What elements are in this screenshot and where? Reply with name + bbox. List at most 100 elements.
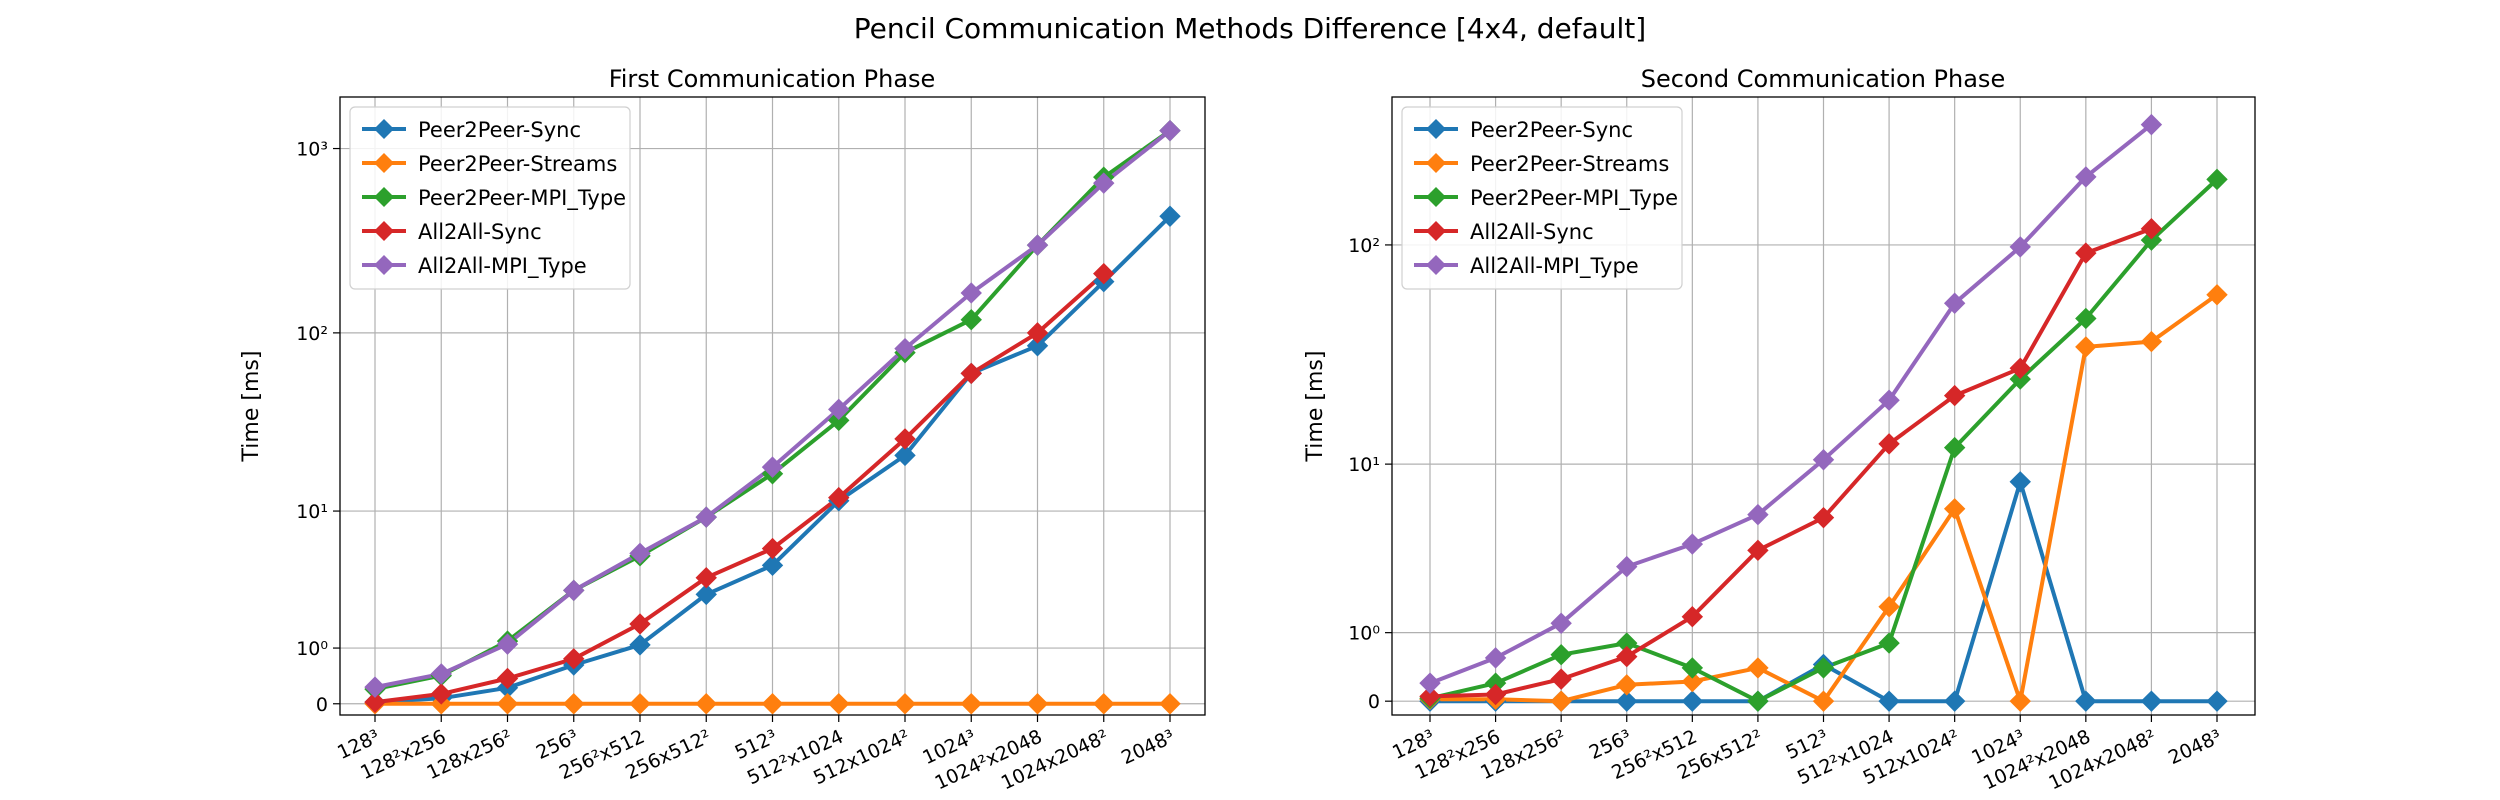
left-legend-marker-all2all-sync bbox=[374, 221, 394, 241]
right-y-tick-label: 10⁰ bbox=[1348, 623, 1380, 645]
left-line-all2all-sync bbox=[374, 272, 1106, 705]
right-marker-all2all-sync bbox=[1484, 683, 1507, 706]
left-marker-all2all-sync bbox=[960, 362, 982, 385]
left-marker-all2all-mpi-type bbox=[894, 337, 916, 360]
left-y-axis-label: Time [ms] bbox=[239, 351, 264, 463]
left-x-tick-label: 2048³ bbox=[1118, 726, 1178, 770]
right-line-all2all-mpi-type bbox=[1429, 123, 2153, 686]
right-marker-all2all-mpi-type bbox=[2075, 166, 2097, 188]
left-marker-all2all-sync bbox=[1026, 322, 1049, 344]
right-marker-peer2peer-streams bbox=[1550, 690, 1572, 712]
left-marker-peer2peer-streams bbox=[828, 693, 850, 715]
left-markers bbox=[364, 119, 1181, 715]
right-marker-all2all-sync bbox=[2075, 242, 2097, 264]
left-marker-peer2peer-mpi-type bbox=[960, 308, 982, 331]
right-legend-marker-all2all-sync bbox=[1426, 221, 1446, 241]
right-marker-peer2peer-streams bbox=[2075, 336, 2097, 358]
right-marker-peer2peer-streams bbox=[2009, 690, 2031, 712]
left-marker-peer2peer-sync bbox=[894, 444, 916, 467]
right-marker-peer2peer-sync bbox=[2075, 690, 2097, 712]
right-marker-all2all-sync bbox=[1812, 506, 1835, 529]
left-marker-all2all-mpi-type bbox=[563, 579, 585, 602]
left-legend: Peer2Peer-Sync Peer2Peer-Streams Peer2Peer… bbox=[349, 106, 631, 290]
left-marker-all2all-mpi-type bbox=[828, 398, 850, 421]
left-marker-peer2peer-sync bbox=[1159, 205, 1181, 227]
right-x-tick-label: 2048³ bbox=[2165, 726, 2225, 770]
left-marker-peer2peer-streams bbox=[563, 693, 585, 715]
right-marker-peer2peer-mpi-type bbox=[2075, 307, 2097, 330]
right-marker-peer2peer-sync bbox=[1878, 690, 1900, 712]
left-y-ticks: 0 10⁰ 10¹ 10² 10³ bbox=[296, 139, 340, 716]
right-marker-peer2peer-mpi-type bbox=[1812, 657, 1835, 679]
right-marker-all2all-sync bbox=[1616, 645, 1638, 668]
right-marker-peer2peer-mpi-type bbox=[2206, 168, 2228, 191]
right-legend-marker-peer2peer-mpi-type bbox=[1426, 187, 1446, 207]
right-marker-all2all-sync bbox=[2140, 218, 2163, 240]
left-marker-all2all-mpi-type bbox=[960, 282, 982, 304]
left-marker-peer2peer-streams bbox=[496, 693, 519, 715]
left-marker-all2all-sync bbox=[364, 691, 386, 713]
left-legend-label-all2all-sync: All2All-Sync bbox=[418, 220, 542, 244]
left-y-tick-label: 0 bbox=[316, 694, 328, 716]
left-legend-marker-peer2peer-mpi-type bbox=[374, 187, 394, 207]
left-marker-all2all-sync bbox=[894, 428, 916, 450]
right-y-ticks: 0 10⁰ 10¹ 10² bbox=[1348, 235, 1392, 713]
left-marker-peer2peer-sync bbox=[761, 554, 784, 577]
left-marker-peer2peer-mpi-type bbox=[828, 409, 850, 432]
right-marker-peer2peer-sync bbox=[1616, 690, 1638, 712]
right-marker-all2all-mpi-type bbox=[1747, 503, 1769, 526]
left-marker-all2all-sync bbox=[496, 667, 519, 690]
right-y-axis-label: Time [ms] bbox=[1303, 351, 1328, 463]
right-marker-all2all-mpi-type bbox=[1550, 612, 1572, 634]
right-marker-all2all-mpi-type bbox=[2140, 113, 2163, 136]
right-legend-label-all2all-sync: All2All-Sync bbox=[1470, 220, 1594, 244]
right-legend-label-peer2peer-sync: Peer2Peer-Sync bbox=[1470, 118, 1633, 142]
right-marker-all2all-mpi-type bbox=[1878, 389, 1900, 411]
left-marker-all2all-sync bbox=[430, 683, 452, 705]
right-marker-all2all-mpi-type bbox=[1484, 647, 1507, 669]
left-legend-label-peer2peer-sync: Peer2Peer-Sync bbox=[418, 118, 581, 142]
right-y-tick-label: 10² bbox=[1348, 235, 1380, 257]
right-line-all2all-sync bbox=[1429, 226, 2153, 699]
left-marker-all2all-sync bbox=[695, 566, 717, 589]
right-marker-peer2peer-mpi-type bbox=[1681, 657, 1704, 679]
right-legend-label-peer2peer-streams: Peer2Peer-Streams bbox=[1470, 152, 1669, 176]
right-marker-peer2peer-mpi-type bbox=[1550, 644, 1572, 666]
right-marker-all2all-sync bbox=[1681, 606, 1704, 628]
right-marker-all2all-sync bbox=[1747, 539, 1769, 562]
left-marker-all2all-sync bbox=[563, 648, 585, 670]
right-marker-peer2peer-mpi-type bbox=[2009, 368, 2031, 390]
right-chart-title: Second Communication Phase bbox=[1641, 65, 2005, 93]
left-marker-peer2peer-streams bbox=[629, 693, 651, 715]
left-y-tick-label: 10³ bbox=[296, 139, 328, 161]
left-marker-peer2peer-streams bbox=[1093, 693, 1115, 715]
left-y-tick-label: 10⁰ bbox=[296, 638, 328, 660]
right-marker-peer2peer-sync bbox=[1943, 690, 1966, 712]
right-legend-label-all2all-mpi-type: All2All-MPI_Type bbox=[1470, 254, 1639, 279]
right-marker-peer2peer-streams bbox=[1616, 674, 1638, 696]
right-marker-peer2peer-mpi-type bbox=[2140, 229, 2163, 251]
right-legend-marker-peer2peer-sync bbox=[1426, 119, 1446, 139]
left-marker-all2all-mpi-type bbox=[695, 506, 717, 528]
left-legend-marker-peer2peer-streams bbox=[374, 153, 394, 173]
right-marker-peer2peer-streams bbox=[1812, 690, 1835, 712]
left-marker-all2all-mpi-type bbox=[761, 456, 784, 478]
left-marker-all2all-mpi-type bbox=[430, 663, 452, 685]
left-marker-all2all-sync bbox=[761, 537, 784, 560]
left-marker-peer2peer-streams bbox=[1026, 693, 1049, 715]
left-legend-label-peer2peer-mpi-type: Peer2Peer-MPI_Type bbox=[418, 186, 626, 211]
left-marker-peer2peer-sync bbox=[1026, 335, 1049, 357]
left-legend-marker-all2all-mpi-type bbox=[374, 255, 394, 275]
right-legend-marker-all2all-mpi-type bbox=[1426, 255, 1446, 275]
left-legend-label-peer2peer-streams: Peer2Peer-Streams bbox=[418, 152, 617, 176]
right-marker-peer2peer-streams bbox=[1747, 657, 1769, 679]
left-legend-label-all2all-mpi-type: All2All-MPI_Type bbox=[418, 254, 587, 279]
left-marker-all2all-mpi-type bbox=[629, 542, 651, 565]
left-y-tick-label: 10¹ bbox=[296, 501, 328, 523]
right-marker-all2all-sync bbox=[1419, 685, 1441, 708]
left-chart-title: First Communication Phase bbox=[609, 65, 936, 93]
